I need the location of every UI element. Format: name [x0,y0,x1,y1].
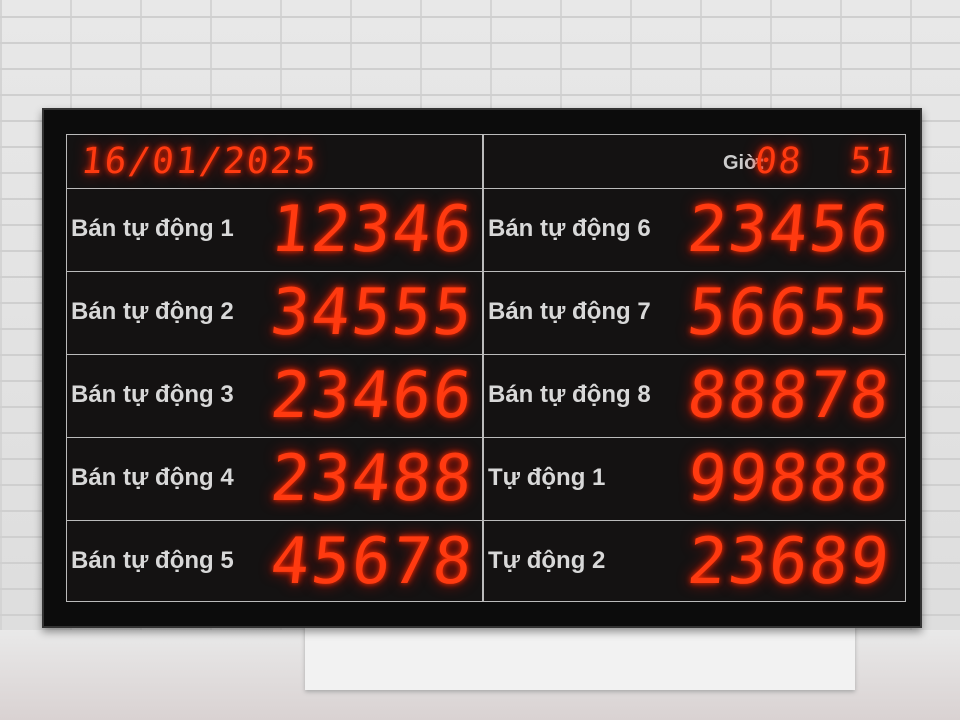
date-display: 16/01/2025 [78,141,320,182]
led-display-board: 16/01/2025 Giờ: 08 51 Bán tự động 1 12346… [42,108,922,628]
counter-value: 88878 [684,359,895,433]
time-label: Giờ: [723,152,765,174]
counter-cell: Bán tự động 4 23488 [67,438,482,520]
counter-value: 23466 [267,359,478,433]
counter-label: Tự động 2 [488,547,606,574]
counter-row: Bán tự động 1 12346 Bán tự động 6 23456 [67,189,905,272]
counter-cell: Bán tự động 7 56655 [484,272,899,354]
counter-label: Bán tự động 8 [488,381,651,408]
counter-cell: Bán tự động 6 23456 [484,189,899,271]
counter-cell: Bán tự động 8 88878 [484,355,899,437]
counter-row: Bán tự động 5 45678 Tự động 2 23689 [67,521,905,604]
time-minute: 51 [847,141,900,182]
counter-value: 12346 [267,193,478,267]
counter-label: Bán tự động 7 [488,298,651,325]
counter-cell: Bán tự động 2 34555 [67,272,482,354]
counter-cell: Tự động 2 23689 [484,521,899,604]
counter-cell: Bán tự động 3 23466 [67,355,482,437]
counter-label: Bán tự động 5 [71,547,234,574]
counter-row: Bán tự động 4 23488 Tự động 1 99888 [67,438,905,521]
counter-value: 45678 [267,525,478,599]
time-hour: 08 [752,141,805,182]
counter-cell: Bán tự động 1 12346 [67,189,482,271]
counter-value: 56655 [684,276,895,350]
counter-row: Bán tự động 3 23466 Bán tự động 8 88878 [67,355,905,438]
counter-cell: Tự động 1 99888 [484,438,899,520]
counter-label: Bán tự động 6 [488,215,651,242]
counter-value: 23488 [267,442,478,516]
counter-value: 23689 [684,525,895,599]
counter-label: Bán tự động 1 [71,215,234,242]
counter-label: Bán tự động 3 [71,381,234,408]
counter-value: 23456 [684,193,895,267]
time-display: 08 51 [753,141,899,183]
display-grid: 16/01/2025 Giờ: 08 51 Bán tự động 1 12346… [66,134,906,602]
header-row: 16/01/2025 Giờ: 08 51 [67,135,905,189]
column-divider [482,135,484,601]
counter-label: Tự động 1 [488,464,606,491]
counter-value: 99888 [684,442,895,516]
counter-cell: Bán tự động 5 45678 [67,521,482,604]
foam-stand [305,625,855,690]
counter-value: 34555 [267,276,478,350]
counter-row: Bán tự động 2 34555 Bán tự động 7 56655 [67,272,905,355]
counter-label: Bán tự động 2 [71,298,234,325]
counter-label: Bán tự động 4 [71,464,234,491]
